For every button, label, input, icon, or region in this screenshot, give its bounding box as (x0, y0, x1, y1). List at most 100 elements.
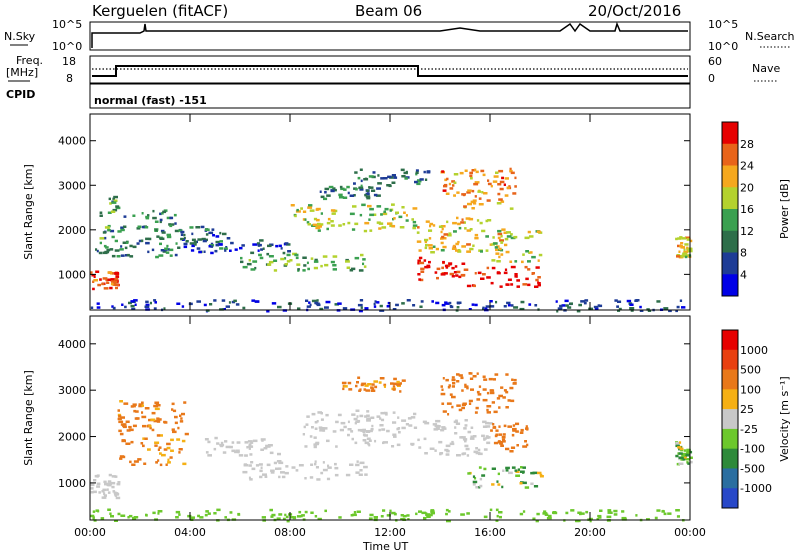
heatmap-cell (525, 277, 529, 281)
heatmap-cell (130, 440, 134, 444)
colorbar-label: Velocity [m s⁻¹] (778, 376, 791, 461)
heatmap-cell (268, 255, 274, 258)
heatmap-cell (423, 516, 427, 520)
heatmap-cell (391, 203, 395, 206)
heatmap-cell (166, 244, 169, 248)
heatmap-cell (434, 424, 440, 428)
heatmap-cell (207, 454, 212, 457)
heatmap-cell (127, 516, 130, 519)
heatmap-cell (304, 477, 307, 480)
heatmap-cell (449, 393, 453, 396)
heatmap-cell (684, 236, 690, 239)
heatmap-cell (345, 258, 349, 262)
heatmap-cell (121, 303, 124, 306)
heatmap-cell (639, 309, 644, 312)
heatmap-cell (172, 409, 177, 413)
heatmap-cell (352, 513, 357, 517)
heatmap-cell (437, 419, 441, 423)
heatmap-cell (388, 184, 392, 188)
heatmap-cell (461, 389, 464, 392)
heatmap-cell (355, 463, 360, 467)
heatmap-cell (679, 447, 684, 451)
heatmap-cell (497, 236, 501, 240)
heatmap-cell (284, 471, 289, 475)
heatmap-cell (302, 433, 305, 436)
heatmap-cell (577, 511, 582, 514)
heatmap-cell (99, 214, 103, 217)
heatmap-cell (689, 456, 693, 459)
heatmap-cell (474, 168, 477, 172)
heatmap-cell (325, 300, 331, 304)
heatmap-cell (342, 307, 348, 310)
heatmap-cell (546, 516, 552, 520)
heatmap-cell (424, 240, 427, 244)
heatmap-cell (190, 249, 195, 252)
nave-tick-top: 60 (708, 55, 722, 68)
heatmap-cell (505, 469, 509, 472)
heatmap-cell (495, 252, 500, 255)
heatmap-cell (302, 218, 306, 221)
heatmap-cell (404, 177, 408, 180)
heatmap-cell (405, 219, 409, 222)
heatmap-cell (479, 221, 483, 225)
heatmap-cell (317, 222, 321, 226)
heatmap-cell (120, 245, 123, 248)
heatmap-cell (125, 442, 131, 445)
heatmap-cell (524, 440, 527, 443)
heatmap-cell (392, 411, 396, 414)
heatmap-cell (357, 176, 361, 180)
heatmap-cell (98, 491, 101, 494)
heatmap-cell (347, 420, 350, 424)
heatmap-patch (90, 508, 685, 523)
heatmap-cell (458, 408, 463, 412)
heatmap-cell (370, 389, 376, 392)
heatmap-cell (486, 408, 489, 412)
heatmap-cell (497, 483, 501, 486)
heatmap-cell (505, 250, 510, 254)
heatmap-cell (141, 415, 147, 419)
heatmap-patch (178, 225, 231, 250)
heatmap-cell (100, 517, 105, 520)
heatmap-cell (493, 425, 496, 429)
heatmap-cell (103, 496, 107, 499)
heatmap-cell (364, 307, 369, 310)
y-tick-label: 3000 (58, 384, 86, 397)
heatmap-cell (468, 402, 472, 405)
heatmap-cell (484, 307, 488, 310)
heatmap-cell (460, 376, 464, 380)
y-tick-label: 1000 (58, 477, 86, 490)
heatmap-cell (285, 515, 289, 519)
heatmap-cell (535, 278, 539, 282)
heatmap-cell (415, 512, 418, 516)
heatmap-cell (347, 191, 350, 195)
heatmap-cell (434, 449, 437, 452)
heatmap-cell (189, 242, 194, 245)
heatmap-cell (158, 254, 164, 257)
heatmap-cell (320, 418, 324, 421)
plot-frame (89, 315, 691, 521)
heatmap-cell (377, 174, 380, 177)
heatmap-cell (309, 303, 312, 307)
heatmap-cell (392, 388, 396, 391)
heatmap-cell (510, 233, 513, 236)
heatmap-cell (510, 399, 515, 403)
heatmap-cell (379, 424, 384, 427)
heatmap-cell (425, 220, 430, 223)
heatmap-cell (358, 309, 363, 313)
heatmap-cell (681, 306, 686, 309)
heatmap-cell (583, 301, 587, 305)
heatmap-cell (441, 303, 446, 307)
heatmap-cell (137, 458, 142, 461)
heatmap-cell (169, 248, 174, 252)
heatmap-cell (682, 452, 687, 456)
heatmap-cell (364, 384, 369, 387)
heatmap-cell (289, 259, 293, 262)
heatmap-cell (219, 240, 223, 243)
y-tick-label: 4000 (58, 135, 86, 148)
heatmap-cell (483, 515, 488, 519)
colorbar-swatch (722, 230, 738, 253)
heatmap-cell (345, 260, 350, 263)
heatmap-cell (607, 509, 612, 512)
heatmap-cell (138, 239, 143, 243)
